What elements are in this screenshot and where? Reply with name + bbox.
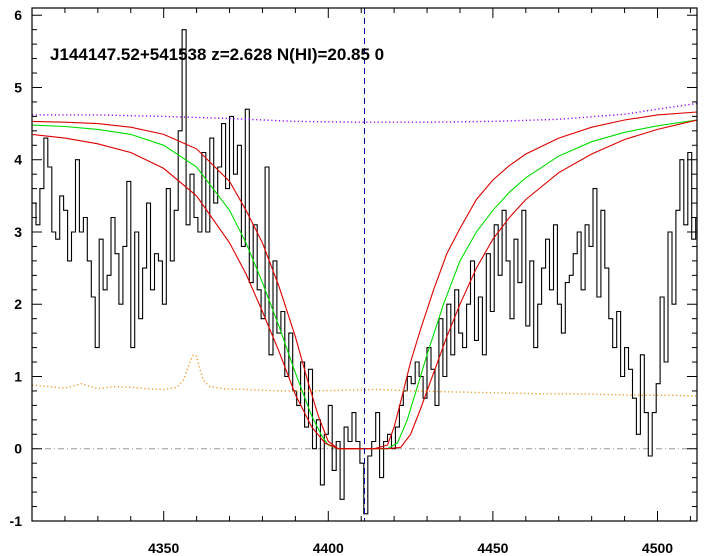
x-tick-label: 4450 — [477, 540, 508, 556]
x-tick-label: 4400 — [313, 540, 344, 556]
y-tick-label: 2 — [14, 296, 22, 312]
series-line-0 — [32, 29, 697, 515]
y-tick-label: 6 — [14, 7, 22, 23]
y-tick-label: 4 — [14, 152, 22, 168]
axes: 4350 4400 4450 4500 -1 0 1 2 3 4 5 6 — [10, 7, 697, 556]
y-tick-label: 3 — [14, 224, 22, 240]
x-tick-label: 4350 — [148, 540, 179, 556]
series-line-5 — [32, 353, 697, 397]
y-tick-label: 0 — [14, 441, 22, 457]
y-tick-label: -1 — [10, 513, 23, 529]
plot-frame — [31, 7, 698, 522]
y-tick-label: 5 — [14, 79, 22, 95]
y-tick-label: 1 — [14, 368, 22, 384]
series-line-3 — [32, 119, 697, 450]
x-tick-label: 4500 — [642, 540, 673, 556]
plot-area — [32, 8, 697, 521]
chart-title: J144147.52+541538 z=2.628 N(HI)=20.85 0 — [50, 45, 384, 64]
